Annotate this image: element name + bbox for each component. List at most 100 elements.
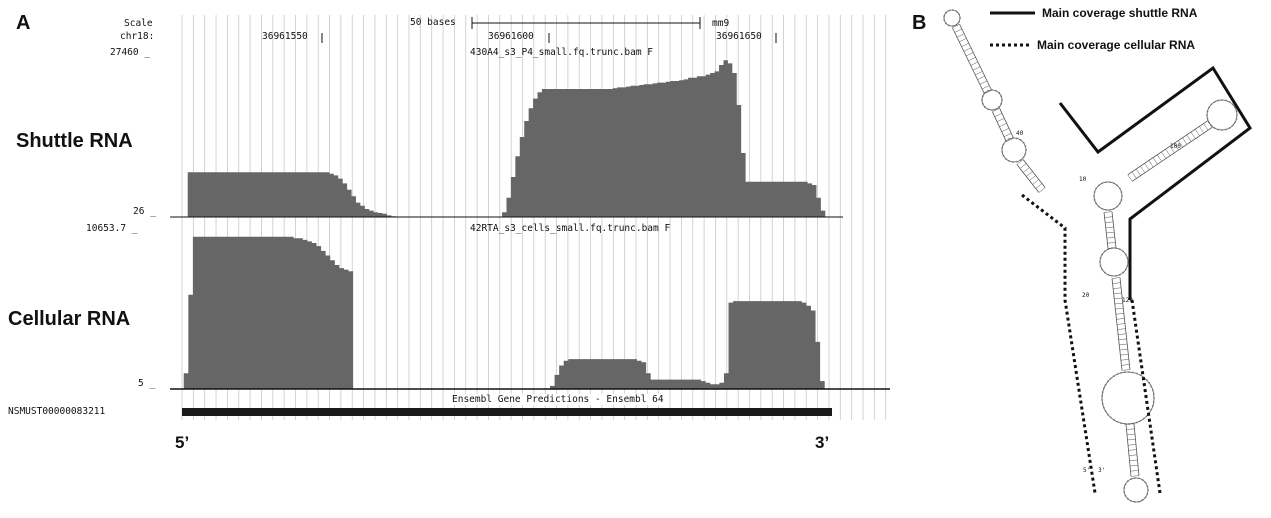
large-internal-loop-nucleotide bbox=[1120, 422, 1123, 424]
hairpin-loop-nucleotide bbox=[945, 11, 947, 14]
panel-a-letter: A bbox=[16, 12, 31, 34]
internal-loop-nucleotide bbox=[998, 106, 1000, 108]
stem-center-upper-basepair bbox=[1106, 231, 1115, 234]
stem-top-left-basepair bbox=[977, 75, 985, 80]
internal-loop-nucleotide bbox=[1122, 271, 1125, 274]
terminal-loop-nucleotide bbox=[1141, 499, 1144, 501]
stem-left-upper-basepair bbox=[994, 113, 1003, 117]
hairpin-loop-nucleotide bbox=[948, 24, 951, 27]
large-internal-loop-nucleotide bbox=[1109, 416, 1112, 419]
large-internal-loop-nucleotide bbox=[1101, 399, 1103, 401]
internal-loop-nucleotide bbox=[1019, 159, 1022, 161]
assembly-label: mm9 bbox=[712, 18, 730, 29]
large-internal-loop-nucleotide bbox=[1107, 380, 1109, 383]
multibranch-loop-nucleotide bbox=[1120, 191, 1123, 193]
terminal-loop-nucleotide bbox=[1144, 481, 1147, 484]
stem-center-middle-basepair bbox=[1119, 343, 1128, 346]
shuttle-rna-label: Shuttle RNA bbox=[16, 130, 133, 152]
multibranch-loop-nucleotide bbox=[1118, 187, 1121, 190]
internal-loop-nucleotide bbox=[1000, 102, 1003, 105]
legend-cellular: Main coverage cellular RNA bbox=[1037, 38, 1196, 52]
stem-right-basepair bbox=[1157, 154, 1162, 162]
stem-top-left-basepair bbox=[956, 33, 965, 38]
large-internal-loop-nucleotide bbox=[1107, 413, 1109, 416]
internal-loop-nucleotide bbox=[984, 106, 986, 108]
multibranch-loop-nucleotide bbox=[1097, 184, 1100, 187]
stem-center-upper-basepair bbox=[1106, 237, 1115, 239]
internal-loop-nucleotide bbox=[1107, 248, 1110, 251]
stem-center-upper-basepair bbox=[1105, 221, 1114, 223]
stem-center-upper-basepair bbox=[1104, 216, 1113, 218]
structure-label: 5' bbox=[1083, 467, 1091, 474]
stem-top-left-basepair bbox=[968, 57, 976, 61]
multibranch-loop-nucleotide bbox=[1093, 195, 1095, 197]
internal-loop-nucleotide bbox=[1001, 147, 1004, 149]
internal-loop-nucleotide bbox=[1019, 139, 1022, 141]
track1-ymax: 27460 _ bbox=[110, 47, 151, 58]
multibranch-loop-nucleotide bbox=[1116, 184, 1119, 187]
internal-loop-nucleotide bbox=[1118, 273, 1121, 276]
stem-left-lower-basepair bbox=[1019, 163, 1027, 169]
hairpin-loop-nucleotide bbox=[1234, 121, 1236, 124]
stem-top-left-basepair bbox=[959, 38, 967, 43]
large-internal-loop-nucleotide bbox=[1101, 403, 1104, 405]
hairpin-loop-nucleotide bbox=[958, 13, 960, 16]
large-internal-loop-nucleotide bbox=[1116, 373, 1119, 376]
stem-center-middle-basepair bbox=[1111, 277, 1121, 279]
internal-loop-nucleotide bbox=[1118, 248, 1121, 251]
hairpin-loop-nucleotide bbox=[1235, 117, 1238, 120]
internal-loop-nucleotide bbox=[1127, 261, 1129, 263]
large-internal-loop-nucleotide bbox=[1135, 421, 1138, 424]
large-internal-loop-nucleotide bbox=[1112, 375, 1115, 378]
gene-track-title: Ensembl Gene Predictions - Ensembl 64 bbox=[450, 394, 666, 405]
stem-right-strand bbox=[1132, 126, 1213, 182]
internal-loop-nucleotide bbox=[1012, 161, 1014, 163]
large-internal-loop-nucleotide bbox=[1151, 404, 1154, 407]
stem-center-middle-basepair bbox=[1117, 328, 1126, 330]
stem-top-left-basepair bbox=[979, 80, 988, 85]
stem-right-basepair bbox=[1186, 134, 1192, 142]
hairpin-loop-nucleotide bbox=[1210, 103, 1213, 106]
stem-center-middle-basepair bbox=[1119, 348, 1128, 351]
track2-ymax: 10653.7 _ bbox=[86, 223, 138, 234]
stem-center-middle-basepair bbox=[1116, 323, 1126, 325]
stem-right-basepair bbox=[1161, 151, 1167, 159]
structure-label: 40 bbox=[1016, 130, 1024, 137]
stem-right-basepair bbox=[1152, 157, 1158, 165]
large-internal-loop-nucleotide bbox=[1150, 408, 1153, 411]
large-internal-loop-nucleotide bbox=[1139, 374, 1142, 377]
stem-right-basepair bbox=[1178, 140, 1183, 148]
stem-bottom-basepair bbox=[1129, 459, 1138, 462]
internal-loop-nucleotide bbox=[987, 108, 990, 111]
five-prime-label: 5’ bbox=[175, 433, 190, 452]
internal-loop-nucleotide bbox=[1004, 157, 1007, 160]
internal-loop-nucleotide bbox=[1002, 154, 1005, 157]
stem-center-middle-basepair bbox=[1120, 359, 1129, 361]
hairpin-loop-nucleotide bbox=[1206, 110, 1209, 113]
large-internal-loop-nucleotide bbox=[1104, 410, 1107, 413]
large-internal-loop-nucleotide bbox=[1102, 387, 1105, 390]
internal-loop-nucleotide bbox=[1099, 261, 1101, 263]
stem-left-lower-strand bbox=[1022, 159, 1046, 188]
stem-center-middle-basepair bbox=[1116, 318, 1125, 320]
stem-left-lower-basepair bbox=[1022, 167, 1030, 173]
terminal-loop-nucleotide bbox=[1138, 477, 1140, 480]
large-internal-loop-nucleotide bbox=[1116, 420, 1119, 423]
stem-left-lower-strand bbox=[1016, 164, 1040, 193]
stem-bottom-basepair bbox=[1128, 449, 1137, 451]
stem-center-middle-basepair bbox=[1118, 338, 1127, 341]
hairpin-loop-nucleotide bbox=[955, 10, 958, 13]
cellular-coverage-line-left bbox=[1021, 193, 1097, 494]
large-internal-loop-nucleotide bbox=[1152, 401, 1155, 403]
internal-loop-nucleotide bbox=[1022, 141, 1025, 144]
stem-right-basepair bbox=[1135, 168, 1141, 176]
gene-id: NSMUST00000083211 bbox=[8, 406, 106, 417]
stem-top-left-basepair bbox=[961, 42, 969, 47]
internal-loop-nucleotide bbox=[981, 95, 984, 98]
stem-bottom-basepair bbox=[1130, 470, 1139, 472]
multibranch-loop-nucleotide bbox=[1101, 182, 1104, 185]
large-internal-loop-nucleotide bbox=[1101, 395, 1103, 397]
structure-label: 20 bbox=[1082, 292, 1090, 299]
gene-model-bar bbox=[182, 408, 832, 416]
stem-right-basepair bbox=[1199, 126, 1205, 134]
